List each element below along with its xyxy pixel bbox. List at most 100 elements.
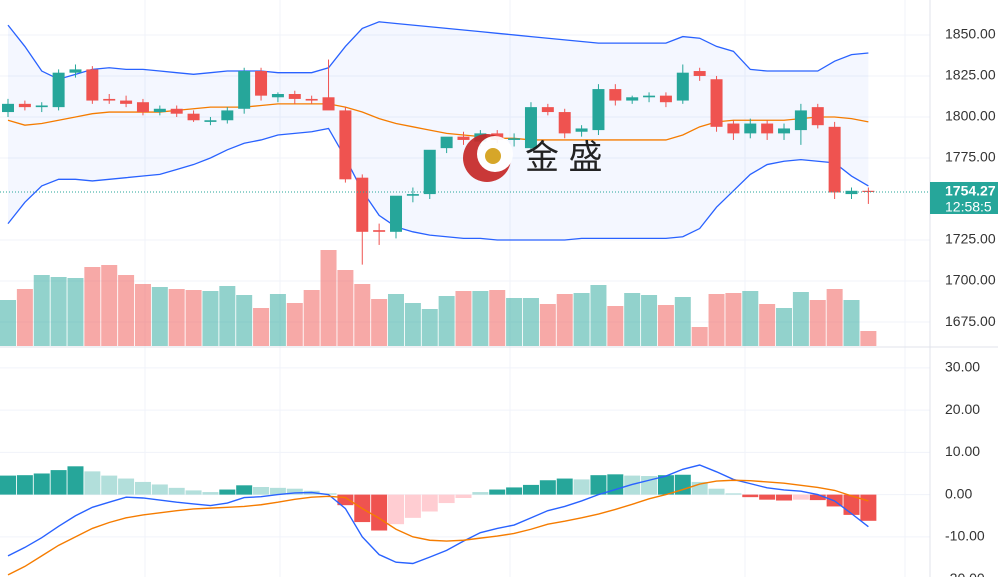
volume-bar bbox=[236, 295, 253, 346]
volume-bar bbox=[388, 294, 405, 346]
candle-body bbox=[508, 138, 521, 140]
candle-body bbox=[120, 100, 133, 104]
volume-bar bbox=[759, 304, 776, 346]
signal-line bbox=[7, 479, 869, 576]
macd-histogram-bar bbox=[269, 487, 286, 495]
candle-body bbox=[221, 110, 234, 121]
volume-bar bbox=[472, 291, 489, 346]
macd-histogram-bar bbox=[253, 487, 270, 495]
volume-bar bbox=[118, 275, 135, 346]
macd-histogram-bar bbox=[168, 487, 185, 495]
candle-body bbox=[423, 149, 436, 195]
candle-body bbox=[2, 103, 14, 113]
candle-body bbox=[271, 94, 284, 98]
volume-bar bbox=[185, 290, 202, 346]
macd-histogram-bar bbox=[0, 475, 16, 495]
candle-body bbox=[305, 98, 318, 101]
macd-histogram-bar bbox=[84, 471, 101, 495]
candle-body bbox=[811, 107, 824, 126]
volume-bar bbox=[84, 267, 101, 346]
volume-bar bbox=[101, 265, 118, 346]
volume-bar bbox=[624, 293, 641, 346]
y-tick-label: -20.00 bbox=[945, 570, 985, 577]
macd-histogram-bar bbox=[33, 473, 50, 495]
candle-body bbox=[609, 89, 622, 101]
macd-histogram-bar bbox=[185, 490, 202, 495]
bollinger-upper bbox=[7, 21, 869, 80]
bollinger-fill bbox=[8, 21, 869, 241]
volume-bar bbox=[826, 289, 843, 346]
candle-body bbox=[373, 230, 386, 232]
macd-histogram-bar bbox=[371, 494, 388, 531]
candle-body bbox=[592, 89, 605, 131]
macd-histogram-bar bbox=[118, 478, 135, 495]
macd-histogram-bar bbox=[67, 466, 84, 495]
candle-body bbox=[339, 110, 352, 180]
volume-bar bbox=[455, 291, 472, 346]
candle-body bbox=[406, 194, 419, 196]
volume-bar bbox=[573, 293, 590, 346]
macd-histogram-bar bbox=[50, 470, 67, 495]
volume-bar bbox=[134, 284, 151, 346]
y-tick-label: 1675.00 bbox=[945, 313, 996, 329]
macd-histogram-bar bbox=[489, 489, 506, 495]
macd-histogram-bar bbox=[657, 475, 674, 495]
volume-bar bbox=[674, 297, 691, 346]
candle-body bbox=[52, 72, 65, 108]
bollinger-lower bbox=[7, 127, 869, 241]
y-tick-label: 1725.00 bbox=[945, 231, 996, 247]
candle-body bbox=[643, 95, 656, 98]
volume-bar bbox=[421, 309, 438, 346]
macd-histogram-bar bbox=[860, 494, 877, 521]
macd-histogram-bar bbox=[590, 475, 607, 495]
candle-body bbox=[761, 123, 774, 134]
candle-body bbox=[187, 113, 200, 121]
volume-bar bbox=[792, 292, 809, 346]
volume-bar bbox=[506, 298, 523, 346]
volume-bar bbox=[253, 308, 270, 346]
volume-bar bbox=[607, 306, 624, 346]
candle-body bbox=[457, 136, 470, 140]
candle-body bbox=[170, 108, 183, 114]
volume-bar bbox=[16, 289, 33, 346]
volume-bar bbox=[691, 327, 708, 346]
candle-body bbox=[153, 108, 166, 113]
volume-bar bbox=[0, 300, 16, 346]
candle-body bbox=[238, 71, 251, 109]
volume-bar bbox=[33, 275, 50, 346]
last-price-label: 1754.27 bbox=[945, 183, 996, 199]
candle-body bbox=[575, 128, 588, 132]
volume-bar bbox=[404, 303, 421, 346]
candle-body bbox=[862, 190, 875, 192]
volume-bar bbox=[522, 298, 539, 346]
candle-body bbox=[356, 177, 369, 232]
macd-histogram-bar bbox=[219, 489, 236, 495]
macd-histogram-bar bbox=[388, 494, 405, 525]
last-price-tag bbox=[930, 181, 998, 214]
candle-body bbox=[828, 126, 841, 193]
macd-histogram-bar bbox=[202, 492, 219, 495]
volume-bar bbox=[556, 294, 573, 346]
y-tick-label: 1700.00 bbox=[945, 272, 996, 288]
candle-body bbox=[103, 98, 116, 101]
volume-bar bbox=[67, 278, 84, 346]
candle-body bbox=[845, 190, 858, 195]
candle-body bbox=[524, 107, 537, 149]
macd-histogram-bar bbox=[236, 485, 253, 495]
macd-histogram-bar bbox=[506, 487, 523, 495]
y-tick-label: 20.00 bbox=[945, 401, 980, 417]
candle-body bbox=[255, 71, 268, 96]
candle-body bbox=[778, 128, 791, 134]
volume-bar bbox=[776, 308, 793, 346]
volume-bar bbox=[337, 270, 354, 346]
y-tick-label: -10.00 bbox=[945, 528, 985, 544]
macd-histogram-bar bbox=[809, 494, 826, 501]
volume-bar bbox=[320, 250, 337, 346]
candle-body bbox=[710, 79, 723, 127]
macd-histogram-bar bbox=[776, 494, 793, 501]
macd-histogram-bar bbox=[16, 475, 33, 495]
volume-bar bbox=[725, 293, 742, 346]
candle-body bbox=[794, 110, 807, 131]
logo-dot bbox=[485, 148, 501, 164]
